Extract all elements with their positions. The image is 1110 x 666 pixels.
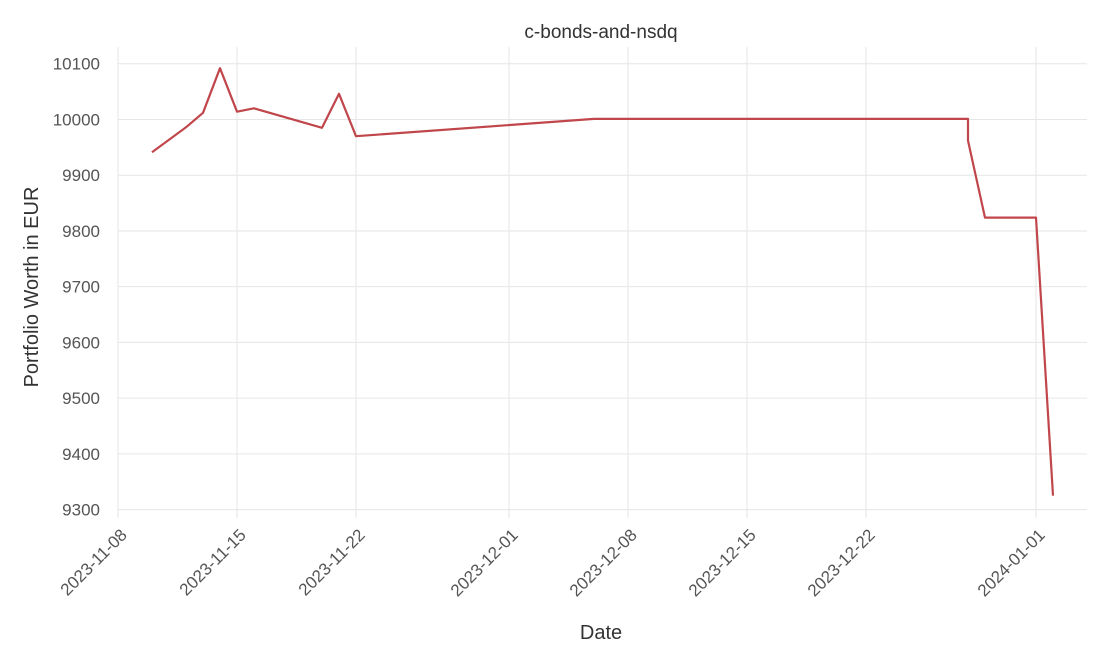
y-tick-label: 9800 [62, 222, 100, 241]
x-tick-label: 2023-11-08 [57, 525, 131, 599]
x-tick-label: 2023-11-15 [176, 525, 250, 599]
y-axis-title: Portfolio Worth in EUR [21, 187, 43, 388]
x-tick-label: 2024-01-01 [974, 525, 1049, 600]
y-tick-label: 9300 [62, 501, 100, 520]
x-tick-label: 2023-12-15 [685, 525, 760, 600]
x-tick-label: 2023-12-22 [804, 525, 879, 600]
y-tick-label: 9500 [62, 389, 100, 408]
y-tick-label: 9600 [62, 333, 100, 352]
y-tick-label: 9900 [62, 166, 100, 185]
x-tick-label: 2023-12-01 [447, 525, 522, 600]
vertical-gridlines [117, 47, 1037, 518]
x-tick-label: 2023-11-22 [295, 525, 369, 599]
x-axis-title: Date [580, 622, 622, 644]
series-group [151, 67, 1055, 496]
series-line [151, 67, 1055, 496]
y-tick-label: 10100 [53, 55, 100, 74]
chart-title: c-bonds-and-nsdq [524, 22, 677, 43]
x-tick-labels: 2023-11-08 2023-11-15 2023-11-22 2023-12-01… [57, 525, 1049, 600]
horizontal-gridlines [118, 63, 1087, 511]
x-tick-label: 2023-12-08 [566, 525, 641, 600]
y-tick-label: 10000 [53, 110, 100, 129]
y-tick-labels: 9300 9400 9500 9600 9700 9800 9900 10000 10100 [53, 55, 100, 520]
y-tick-label: 9400 [62, 445, 100, 464]
y-tick-label: 9700 [62, 278, 100, 297]
